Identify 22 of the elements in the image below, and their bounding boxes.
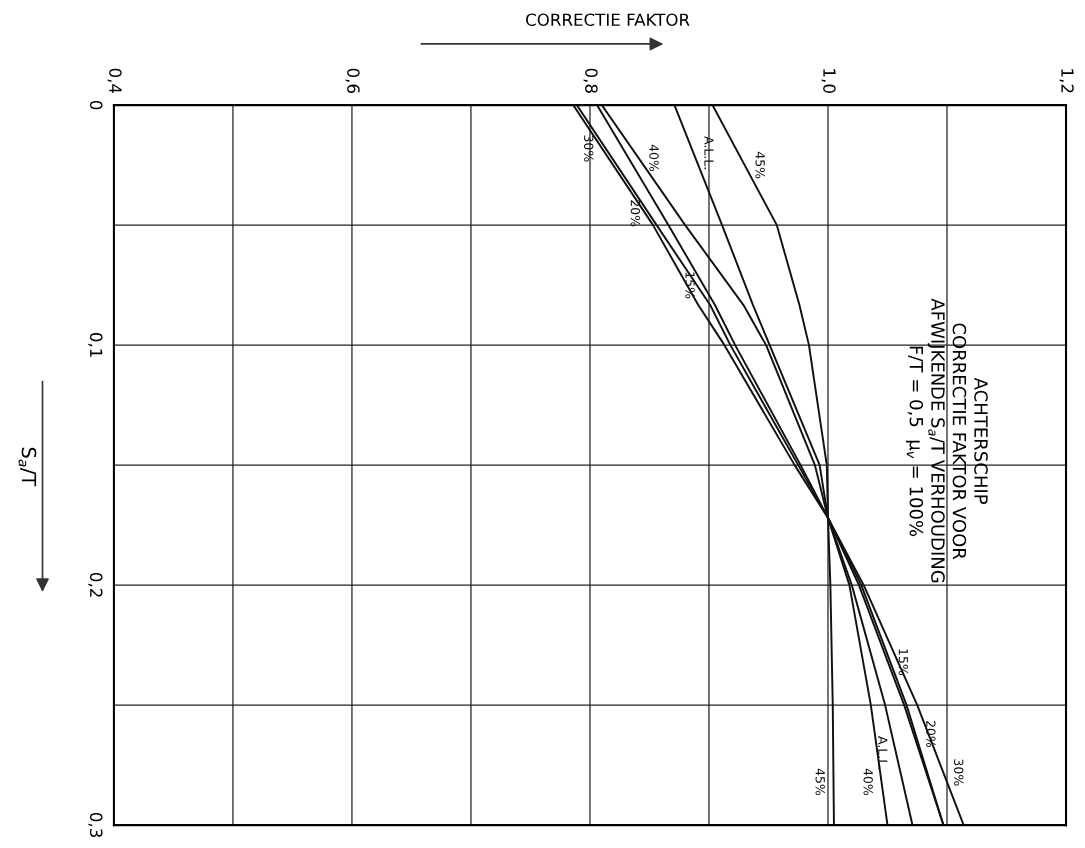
text: A.L.L.: [704, 136, 714, 169]
y-axis-title: S$_{a}$/T: [18, 447, 37, 487]
text: 45%: [815, 768, 825, 796]
x-tick-label: 1,2: [1059, 69, 1074, 93]
x-tick-label: 0,4: [107, 68, 122, 94]
text: 15%: [898, 649, 909, 676]
x-tick-label: 0,6: [345, 68, 360, 93]
y-tick-label: 0,3: [88, 812, 103, 838]
text: 40%: [649, 144, 659, 172]
text: 30%: [954, 759, 964, 786]
y-tick-label: 0,1: [88, 332, 103, 357]
x-tick-label: 0,8: [583, 68, 598, 93]
text: 20%: [630, 200, 641, 227]
y-tick-label: 0,2: [88, 572, 103, 597]
text: 20%: [926, 720, 936, 748]
text: 45%: [755, 151, 765, 179]
x-tick-label: 1,0: [821, 69, 836, 93]
y-tick-label: 0: [89, 100, 103, 110]
x-axis-title: CORRECTIE FAKTOR: [526, 13, 690, 27]
text: 40%: [863, 768, 873, 796]
text: ACHTERSCHIP CORRECTIE FAKTOR VOOR AFWIJKENDE S$_{a}$/T VERHOUDING F/T = 0,5 μ$_{v}$ = 100%: [906, 298, 988, 583]
text: 30%: [584, 135, 594, 162]
